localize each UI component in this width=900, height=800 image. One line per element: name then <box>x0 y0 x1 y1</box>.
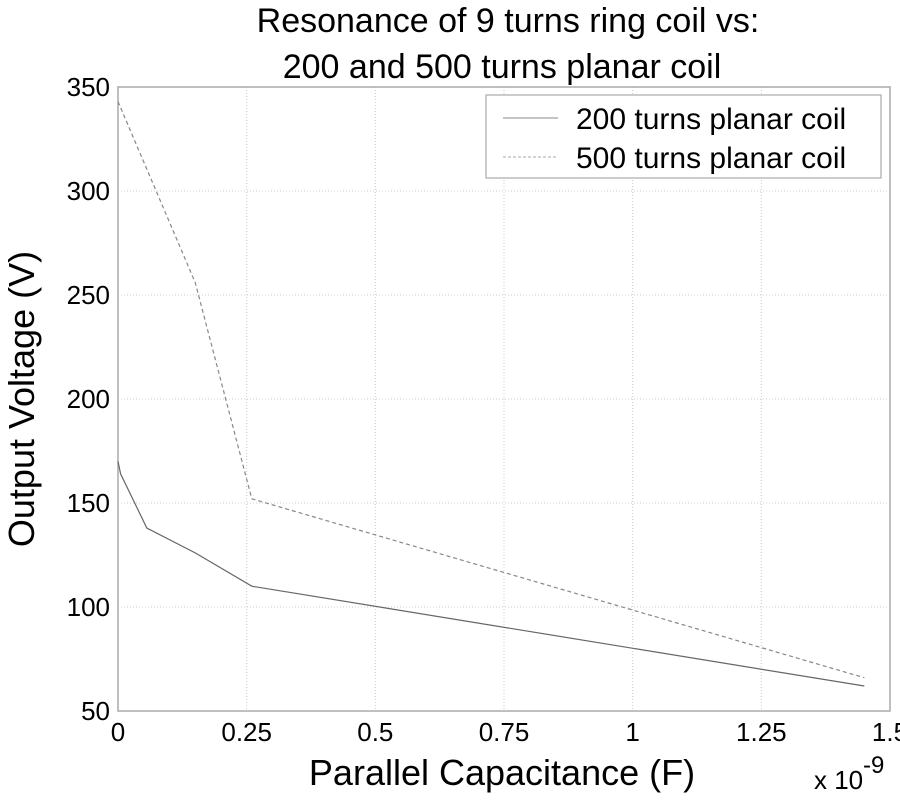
x-tick-label: 0.5 <box>357 717 393 747</box>
y-tick-label: 150 <box>67 488 110 518</box>
x-multiplier: x 10 <box>814 765 863 795</box>
x-tick-label: 0 <box>111 717 125 747</box>
legend: 200 turns planar coil 500 turns planar c… <box>485 94 882 179</box>
series-group <box>117 101 865 687</box>
x-tick-label: 1.25 <box>736 717 787 747</box>
x-tick-label: 1 <box>625 717 639 747</box>
y-axis-label: Output Voltage (V) <box>1 251 42 547</box>
grid <box>118 87 890 711</box>
x-tick-label: 0.75 <box>479 717 530 747</box>
series-line-500-turns <box>117 101 865 679</box>
legend-label-200-turns: 200 turns planar coil <box>576 103 846 136</box>
legend-label-500-turns: 500 turns planar coil <box>576 142 846 175</box>
y-tick-label: 300 <box>67 176 110 206</box>
y-ticks: 50 100 150 200 250 300 350 <box>67 72 110 726</box>
x-tick-label: 0.25 <box>221 717 272 747</box>
x-tick-label: 1.5 <box>872 717 900 747</box>
x-multiplier-exponent: -9 <box>863 752 884 779</box>
y-tick-label: 250 <box>67 280 110 310</box>
x-axis-label: Parallel Capacitance (F) <box>309 752 695 793</box>
y-tick-label: 200 <box>67 384 110 414</box>
y-tick-label: 50 <box>81 696 110 726</box>
y-tick-label: 100 <box>67 592 110 622</box>
series-line-200-turns <box>117 461 865 687</box>
chart-title-line2: 200 and 500 turns planar coil <box>283 48 722 86</box>
x-ticks: 0 0.25 0.5 0.75 1 1.25 1.5 <box>111 717 900 747</box>
y-tick-label: 350 <box>67 72 110 102</box>
plot-frame <box>117 86 891 712</box>
legend-box <box>485 94 882 179</box>
chart-title-line1: Resonance of 9 turns ring coil vs: <box>257 2 760 40</box>
